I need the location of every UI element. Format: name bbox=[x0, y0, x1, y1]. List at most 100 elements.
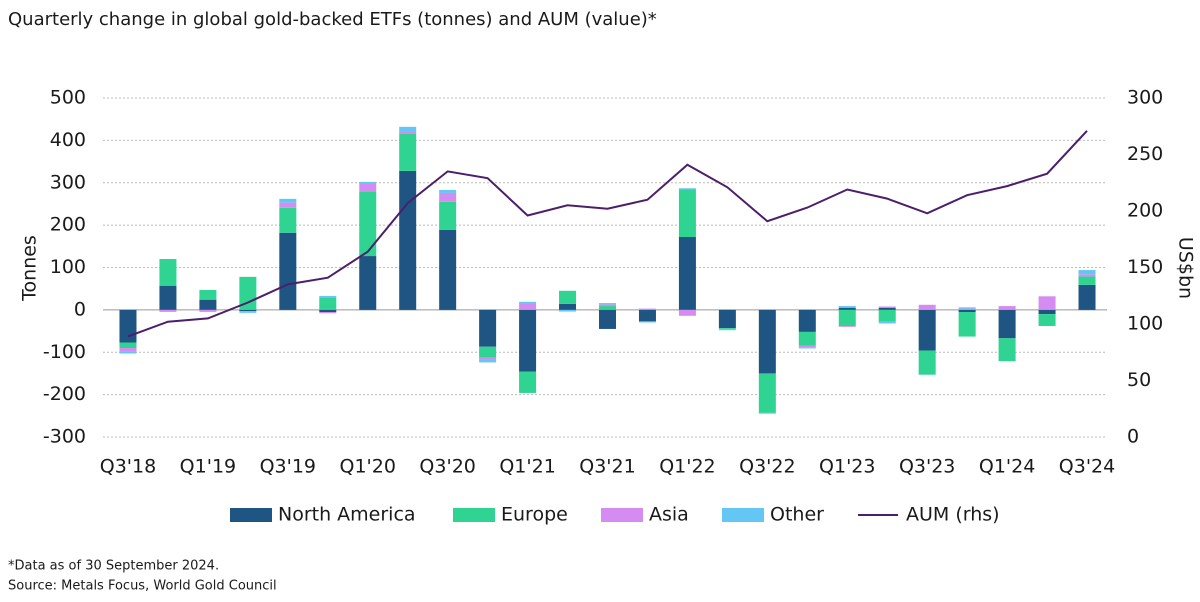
bar-segment bbox=[519, 310, 536, 372]
bar-segment bbox=[439, 230, 456, 310]
bar-segment bbox=[679, 237, 696, 310]
bar-segment bbox=[1079, 270, 1096, 274]
bar-segment bbox=[999, 310, 1016, 338]
bar-segment bbox=[359, 184, 376, 191]
bar-segment bbox=[119, 310, 136, 343]
legend-label: Europe bbox=[501, 504, 568, 526]
y-axis-label: Tonnes bbox=[19, 235, 41, 302]
bar-segment bbox=[839, 308, 856, 310]
bar-segment bbox=[559, 310, 576, 312]
bar-segment bbox=[839, 326, 856, 327]
legend-label: Asia bbox=[649, 504, 689, 526]
y2-tick-label: 250 bbox=[1127, 143, 1163, 165]
bar-segment bbox=[799, 332, 816, 346]
bar-segment bbox=[759, 373, 776, 412]
bar-segment bbox=[599, 303, 616, 304]
legend-swatch bbox=[453, 508, 495, 522]
x-tick-label: Q1'19 bbox=[180, 456, 236, 478]
bar-segment bbox=[879, 322, 896, 324]
bar-segment bbox=[519, 304, 536, 310]
y-tick-label: 500 bbox=[50, 87, 86, 109]
bar-segment bbox=[959, 307, 976, 308]
y2-tick-label: 0 bbox=[1127, 426, 1139, 448]
bar-segment bbox=[159, 259, 176, 286]
bar-segment bbox=[479, 347, 496, 358]
bar-segment bbox=[639, 309, 656, 310]
bar-segment bbox=[919, 310, 936, 351]
bar-segment bbox=[1079, 276, 1096, 284]
y-tick-label: -300 bbox=[43, 426, 86, 448]
x-tick-label: Q3'21 bbox=[579, 456, 635, 478]
bar-segment bbox=[479, 310, 496, 347]
bar-segment bbox=[919, 351, 936, 375]
bar-segment bbox=[199, 310, 216, 311]
bar-segment bbox=[479, 359, 496, 362]
bar-segment bbox=[679, 188, 696, 189]
bar-segment bbox=[959, 309, 976, 310]
y-tick-label: 400 bbox=[50, 129, 86, 151]
y-tick-label: 0 bbox=[74, 298, 86, 320]
bar-segment bbox=[519, 302, 536, 304]
source: Source: Metals Focus, World Gold Council bbox=[8, 579, 277, 594]
x-tick-label: Q3'23 bbox=[899, 456, 955, 478]
legend-swatch bbox=[601, 508, 643, 522]
bar-segment bbox=[719, 328, 736, 329]
bar-segment bbox=[119, 351, 136, 353]
chart-title: Quarterly change in global gold-backed E… bbox=[8, 9, 657, 30]
bar-segment bbox=[759, 310, 776, 374]
bar-segment bbox=[359, 256, 376, 310]
bar-segment bbox=[159, 286, 176, 310]
y2-tick-label: 200 bbox=[1127, 200, 1163, 222]
x-tick-label: Q1'22 bbox=[659, 456, 715, 478]
bar-segment bbox=[439, 202, 456, 230]
bar-segment bbox=[279, 199, 296, 203]
y2-tick-label: 50 bbox=[1127, 369, 1151, 391]
bar-segment bbox=[1039, 310, 1056, 314]
bar-segment bbox=[919, 305, 936, 310]
bar-segment bbox=[559, 291, 576, 304]
bar-segment bbox=[439, 193, 456, 202]
bar-segment bbox=[959, 312, 976, 337]
bar-segment bbox=[879, 310, 896, 322]
bar-segment bbox=[719, 329, 736, 330]
bar-segment bbox=[159, 311, 176, 312]
bar-segment bbox=[159, 310, 176, 311]
y2-tick-label: 300 bbox=[1127, 87, 1163, 109]
bar-segment bbox=[399, 171, 416, 310]
bar-segment bbox=[319, 310, 336, 312]
y2-tick-label: 150 bbox=[1127, 256, 1163, 278]
bar-segment bbox=[279, 233, 296, 310]
bar-segment bbox=[199, 311, 216, 312]
bar-segment bbox=[839, 310, 856, 326]
bar-segment bbox=[399, 131, 416, 134]
bar-segment bbox=[479, 358, 496, 360]
bar-segment bbox=[799, 310, 816, 332]
legend-swatch bbox=[230, 508, 272, 522]
x-tick-label: Q1'20 bbox=[340, 456, 396, 478]
bar-segment bbox=[959, 310, 976, 312]
bar-segment bbox=[599, 306, 616, 310]
footnote: *Data as of 30 September 2024. bbox=[8, 559, 219, 574]
bar-segment bbox=[599, 304, 616, 306]
y2-axis-label: US$bn bbox=[1175, 237, 1197, 299]
bar-segment bbox=[719, 310, 736, 328]
legend-label: Other bbox=[770, 504, 824, 526]
y-tick-label: 100 bbox=[50, 256, 86, 278]
bar-segment bbox=[439, 190, 456, 193]
bar-segment bbox=[799, 347, 816, 348]
x-tick-label: Q1'24 bbox=[979, 456, 1035, 478]
bar-segment bbox=[519, 372, 536, 393]
bar-segment bbox=[799, 345, 816, 347]
bar-segment bbox=[239, 310, 256, 311]
bar-segment bbox=[1039, 314, 1056, 326]
bar-segment bbox=[839, 306, 856, 308]
y-tick-label: -100 bbox=[43, 341, 86, 363]
bar-segment bbox=[399, 134, 416, 171]
bar-segment bbox=[319, 296, 336, 298]
bar-segment bbox=[359, 182, 376, 184]
bar-segment bbox=[599, 310, 616, 329]
bar-segment bbox=[399, 127, 416, 131]
bar-segment bbox=[759, 413, 776, 414]
y2-tick-label: 100 bbox=[1127, 313, 1163, 335]
